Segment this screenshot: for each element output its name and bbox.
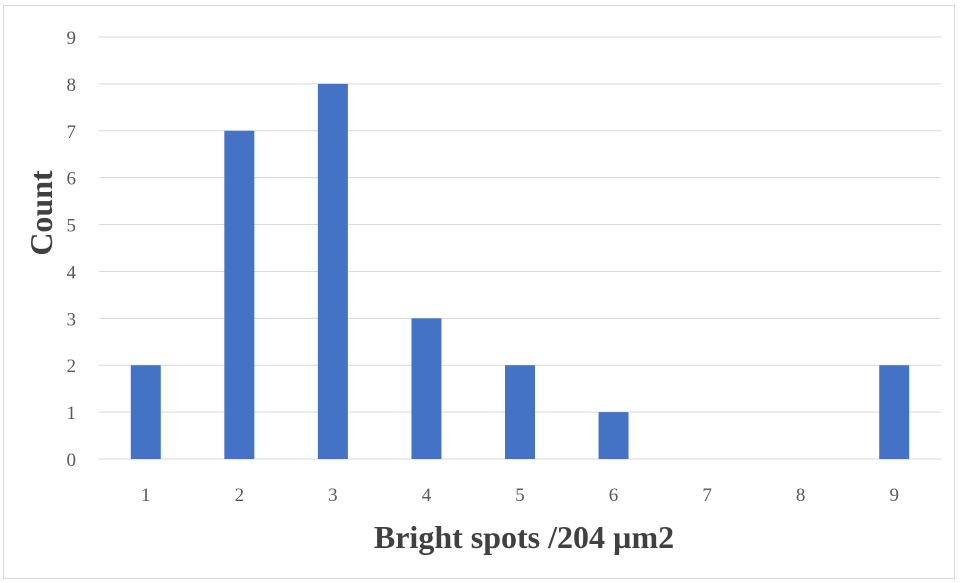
x-tick-label: 4 [422,485,432,506]
bar [505,365,535,459]
bar [879,365,910,459]
x-axis-title: Bright spots /204 µm2 [374,519,674,555]
y-tick-label: 7 [67,122,77,143]
bar [317,83,348,459]
x-tick-label: 8 [796,485,806,506]
bar [598,412,629,459]
y-tick-label: 1 [67,403,77,424]
y-tick-label: 6 [67,169,77,190]
y-tick-label: 5 [67,216,77,237]
y-tick-label: 8 [67,75,77,96]
x-tick-label: 2 [235,485,245,506]
y-tick-label: 2 [67,356,77,377]
chart-frame [3,5,955,579]
x-tick-labels: 1 2 3 4 5 6 7 8 9 [141,485,899,506]
y-axis-title: Count [23,170,59,256]
bars [130,83,910,459]
x-tick-label: 7 [702,485,712,506]
x-tick-label: 9 [889,485,899,506]
x-tick-label: 3 [328,485,338,506]
x-tick-label: 1 [141,485,151,506]
y-tick-label: 4 [67,262,77,283]
bar [411,318,442,459]
bar [224,130,255,459]
y-tick-label: 3 [67,309,77,330]
bar [130,365,161,459]
y-tick-labels: 0 1 2 3 4 5 6 7 8 9 [67,28,77,471]
y-tick-label: 0 [67,450,77,471]
y-tick-label: 9 [67,28,77,49]
x-tick-label: 5 [515,485,525,506]
x-tick-label: 6 [609,485,619,506]
